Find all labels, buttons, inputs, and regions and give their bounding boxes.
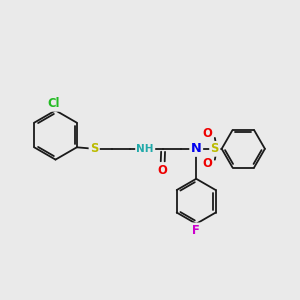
Text: Cl: Cl (48, 97, 60, 110)
Text: O: O (158, 164, 167, 177)
Text: F: F (192, 224, 200, 237)
Text: O: O (202, 157, 212, 170)
Text: O: O (202, 127, 212, 140)
Text: S: S (211, 142, 219, 155)
Text: S: S (90, 142, 98, 155)
Text: N: N (191, 142, 202, 155)
Text: NH: NH (136, 144, 154, 154)
